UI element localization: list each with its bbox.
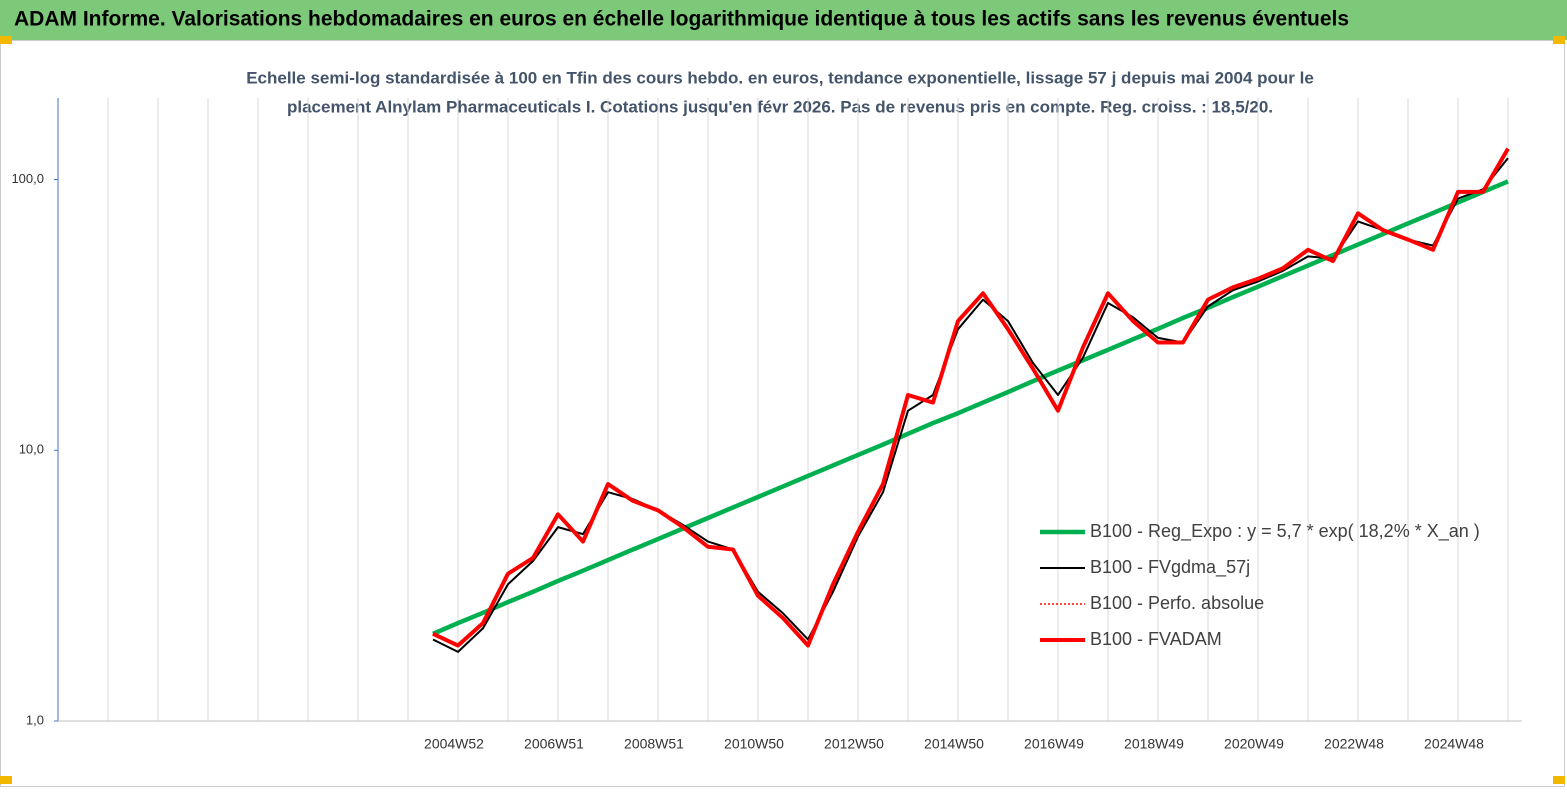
corner [1553, 36, 1565, 44]
frame [0, 40, 1565, 787]
x-tick-label: 2018W49 [1124, 736, 1184, 752]
x-tick-label: 2024W48 [1424, 736, 1484, 752]
x-tick-label: 2016W49 [1024, 736, 1084, 752]
x-tick-label: 2008W51 [624, 736, 684, 752]
subtitle: placement Alnylam Pharmaceuticals I. Cot… [287, 97, 1273, 116]
legend-label: B100 - FVADAM [1090, 629, 1222, 649]
series-line [432, 179, 1509, 636]
legend-label: B100 - Perfo. absolue [1090, 593, 1264, 613]
x-tick-label: 2022W48 [1324, 736, 1384, 752]
x-tick-label: 2012W50 [824, 736, 884, 752]
y-tick-label: 100,0 [11, 171, 44, 186]
x-tick-label: 2014W50 [924, 736, 984, 752]
corner [1553, 776, 1565, 784]
y-tick-label: 10,0 [19, 442, 44, 457]
title-bar [0, 0, 1567, 40]
corner [0, 36, 12, 44]
x-tick-label: 2004W52 [424, 736, 484, 752]
corner [0, 776, 12, 784]
x-tick-label: 2010W50 [724, 736, 784, 752]
subtitle: Echelle semi-log standardisée à 100 en T… [246, 68, 1314, 87]
chart-title: ADAM Informe. Valorisations hebdomadaire… [14, 8, 1349, 31]
series-line [432, 148, 1509, 647]
legend-label: B100 - FVgdma_57j [1090, 557, 1250, 578]
series-line [432, 147, 1510, 648]
y-tick-label: 1,0 [26, 712, 44, 727]
x-tick-label: 2020W49 [1224, 736, 1284, 752]
legend-label: B100 - Reg_Expo : y = 5,7 * exp( 18,2% *… [1090, 521, 1480, 542]
x-tick-label: 2006W51 [524, 736, 584, 752]
